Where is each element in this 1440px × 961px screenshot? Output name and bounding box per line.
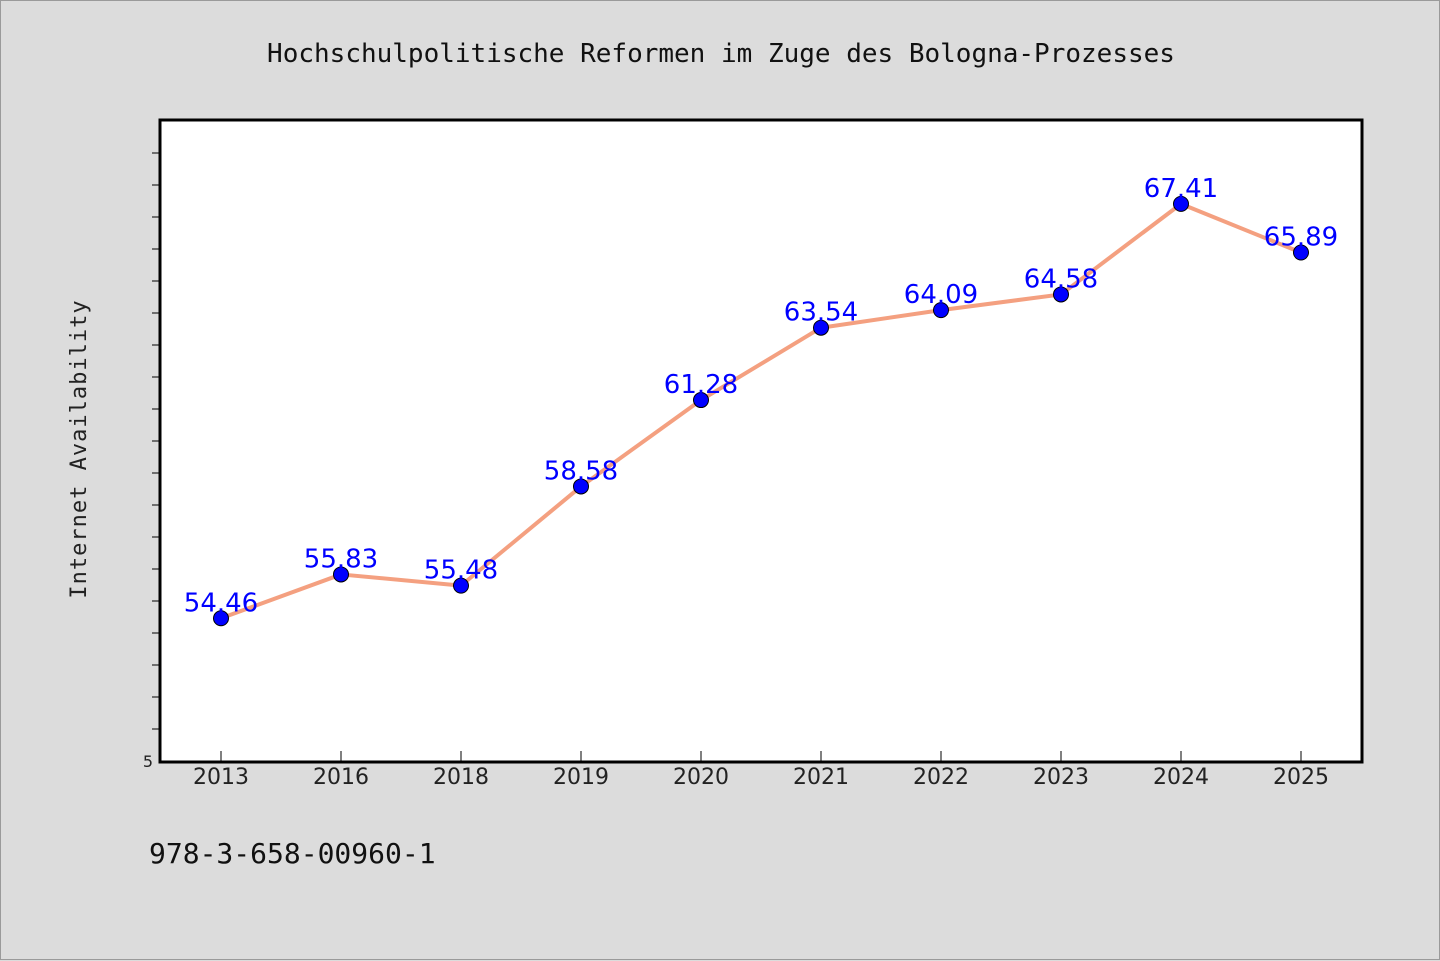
data-point xyxy=(1293,244,1309,261)
x-tick-label: 2025 xyxy=(1273,765,1329,790)
data-label: 64.09 xyxy=(904,280,978,310)
y-axis-ticks: 5 xyxy=(143,152,160,771)
x-tick-label: 2020 xyxy=(673,765,729,790)
data-label: 67.41 xyxy=(1144,174,1218,204)
y-tick-label: 5 xyxy=(143,752,153,771)
plot-area xyxy=(158,118,1364,764)
x-tick-label: 2019 xyxy=(553,765,609,790)
data-label: 65.89 xyxy=(1264,223,1338,253)
x-tick-label: 2023 xyxy=(1033,765,1089,790)
x-tick-label: 2021 xyxy=(793,765,849,790)
isbn-text: 978-3-658-00960-1 xyxy=(149,837,436,870)
data-point xyxy=(933,302,949,319)
x-tick-label: 2016 xyxy=(313,765,369,790)
data-point xyxy=(333,566,349,583)
y-axis-label: Internet Availability xyxy=(67,299,92,598)
data-point xyxy=(1053,286,1069,303)
data-point xyxy=(453,577,469,594)
data-label: 55.83 xyxy=(304,544,378,574)
data-point xyxy=(573,478,589,495)
data-label: 63.54 xyxy=(784,298,858,328)
series-line xyxy=(220,201,1302,621)
data-label: 64.58 xyxy=(1024,264,1098,294)
data-label: 61.28 xyxy=(664,370,738,400)
series-group: 54.46 55.83 55.48 58.58 61.28 63.54 64.09 64.58… xyxy=(184,174,1338,627)
data-point xyxy=(1173,195,1189,212)
x-tick-label: 2022 xyxy=(913,765,969,790)
x-tick-label: 2024 xyxy=(1153,765,1209,790)
data-label: 58.58 xyxy=(544,456,618,486)
data-point xyxy=(213,610,229,627)
data-point xyxy=(813,319,829,336)
chart-title: Hochschulpolitische Reformen im Zuge des… xyxy=(267,39,1175,69)
data-label: 54.46 xyxy=(184,588,258,618)
x-tick-label: 2013 xyxy=(193,765,249,790)
x-tick-label: 2018 xyxy=(433,765,489,790)
data-point xyxy=(693,392,709,409)
data-label: 55.48 xyxy=(424,556,498,586)
x-axis-ticks: 2013 2016 2018 2019 2020 2021 2022 2023 2024 2025 xyxy=(193,751,1329,790)
